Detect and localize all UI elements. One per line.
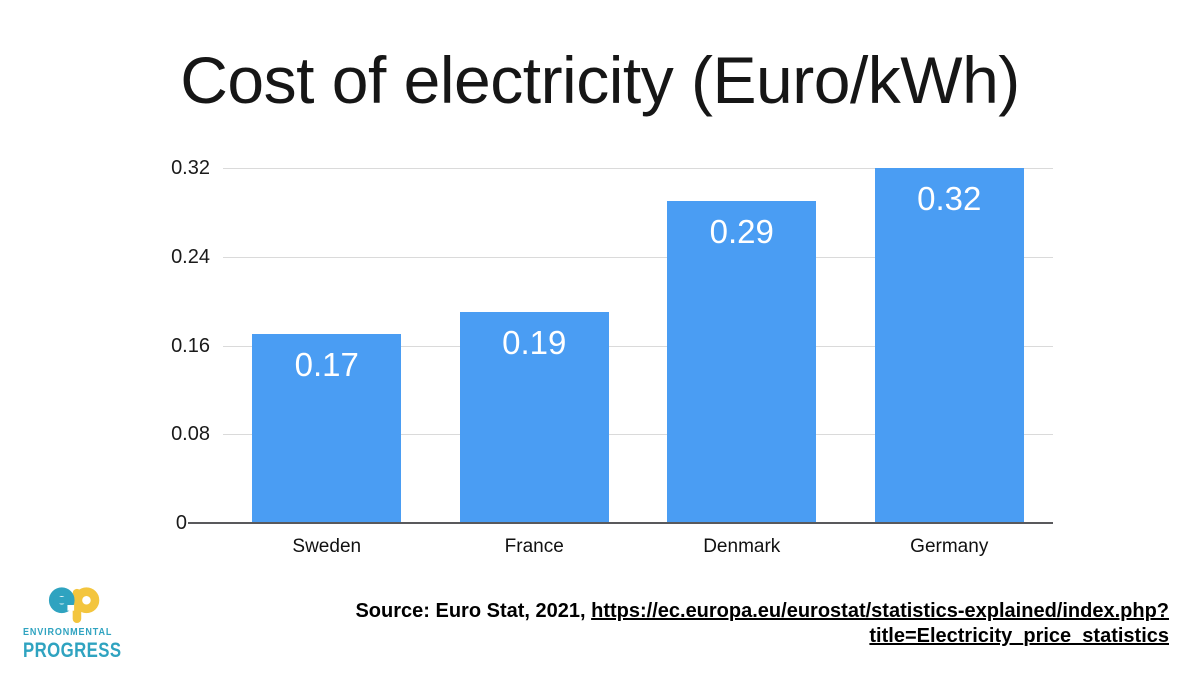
x-axis-line xyxy=(188,522,1053,524)
source-prefix: Source: Euro Stat, 2021, xyxy=(355,600,592,622)
gridline xyxy=(223,345,1053,347)
bar-value-label: 0.29 xyxy=(709,213,774,251)
x-axis-category-label: Germany xyxy=(910,536,989,557)
source-url-link[interactable]: https://ec.europa.eu/eurostat/statistics… xyxy=(591,600,1169,622)
y-axis-tick-label: 0.24 xyxy=(171,245,210,268)
x-axis-category-label: Denmark xyxy=(703,536,781,557)
bar-denmark: 0.29 xyxy=(667,201,817,523)
source-url-link[interactable]: title=Electricity_price_statistics xyxy=(869,625,1169,647)
gridline xyxy=(223,256,1053,258)
y-axis-tick-label: 0.32 xyxy=(171,157,210,179)
logo-text-environmental: ENVIRONMENTAL xyxy=(23,626,113,638)
bar-france: 0.19 xyxy=(459,312,609,523)
source-citation: Source: Euro Stat, 2021, https://ec.euro… xyxy=(355,599,1169,649)
bar-germany: 0.32 xyxy=(874,168,1024,523)
gridline xyxy=(223,168,1053,169)
y-axis-tick-label: 0.16 xyxy=(171,334,210,357)
bar-sweden: 0.17 xyxy=(252,334,402,523)
gridline xyxy=(223,434,1053,436)
ep-monogram-icon xyxy=(48,587,100,624)
bar-value-label: 0.19 xyxy=(502,324,567,362)
y-axis-tick-label: 0 xyxy=(175,512,187,534)
x-axis-category-label: France xyxy=(504,536,564,557)
plot-area: 0.17 0.19 0.29 0.32 xyxy=(188,168,1053,524)
logo-text-progress: PROGRESS xyxy=(23,639,122,662)
x-axis-category-label: Sweden xyxy=(292,536,362,557)
y-axis-tick-label: 0.08 xyxy=(171,423,210,446)
y-axis-labels: 0 0.08 0.16 0.24 0.32 xyxy=(140,157,210,534)
chart-title: Cost of electricity (Euro/kWh) xyxy=(180,43,1020,117)
source-line-1: Source: Euro Stat, 2021, https://ec.euro… xyxy=(355,599,1169,624)
environmental-progress-logo: ENVIRONMENTAL PROGRESS xyxy=(23,586,123,663)
bar-value-label: 0.32 xyxy=(917,180,982,217)
bar-value-label: 0.17 xyxy=(294,346,359,384)
source-line-2: title=Electricity_price_statistics xyxy=(355,624,1169,649)
